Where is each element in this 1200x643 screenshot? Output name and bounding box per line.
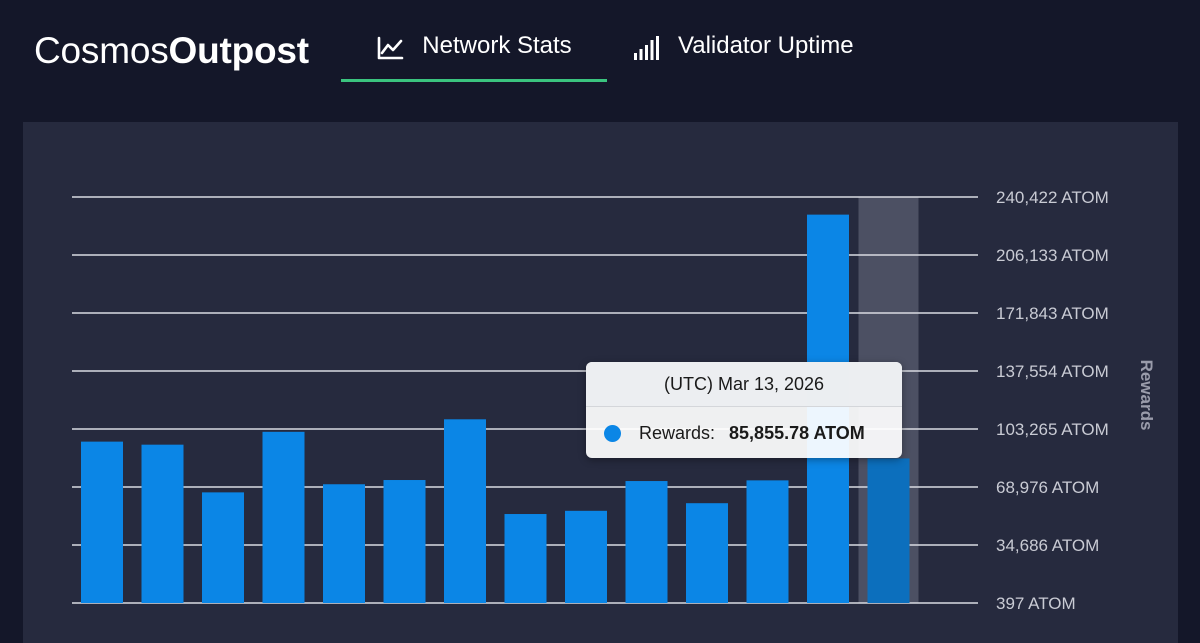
y-tick-label: 240,422 ATOM (996, 188, 1109, 207)
logo-light-text: Cosmos (34, 30, 169, 71)
app-logo[interactable]: CosmosOutpost (34, 30, 309, 72)
y-tick-label: 68,976 ATOM (996, 478, 1099, 497)
bar[interactable] (81, 441, 123, 603)
tab-network-stats[interactable]: Network Stats (341, 32, 607, 82)
tab-validator-uptime-label: Validator Uptime (678, 32, 854, 59)
tooltip-series-label: Rewards: (639, 422, 716, 443)
series-dot-icon (604, 424, 621, 442)
logo-bold-text: Outpost (168, 30, 310, 71)
chart-tooltip: (UTC) Mar 13, 2026 Rewards: 85,855.78 AT… (586, 362, 902, 458)
y-tick-label: 34,686 ATOM (996, 536, 1099, 555)
tooltip-row: Rewards: 85,855.78 ATOM (586, 407, 902, 458)
bar[interactable] (867, 458, 910, 603)
top-header: CosmosOutpost Network Stats Validator Up… (0, 0, 1200, 110)
bar[interactable] (686, 503, 728, 603)
bar[interactable] (746, 480, 789, 603)
y-tick-label: 137,554 ATOM (996, 362, 1109, 381)
bar[interactable] (202, 492, 244, 603)
tooltip-value: 85,855.78 ATOM (729, 422, 865, 443)
bar[interactable] (444, 419, 486, 603)
bar[interactable] (383, 480, 426, 603)
y-tick-label: 171,843 ATOM (996, 304, 1109, 323)
tab-validator-uptime[interactable]: Validator Uptime (632, 32, 854, 82)
bar[interactable] (504, 514, 547, 603)
tab-network-stats-label: Network Stats (422, 32, 572, 59)
y-tick-label: 103,265 ATOM (996, 420, 1109, 439)
bar[interactable] (323, 484, 365, 603)
y-axis-title: Rewards (1137, 360, 1156, 431)
bar[interactable] (141, 444, 184, 603)
bar[interactable] (565, 510, 607, 603)
bar[interactable] (625, 481, 668, 603)
line-chart-icon (377, 36, 404, 60)
y-tick-label: 397 ATOM (996, 594, 1076, 613)
tooltip-date: (UTC) Mar 13, 2026 (586, 362, 902, 407)
y-tick-label: 206,133 ATOM (996, 246, 1109, 265)
bar[interactable] (262, 431, 305, 603)
signal-bars-icon (634, 36, 659, 60)
